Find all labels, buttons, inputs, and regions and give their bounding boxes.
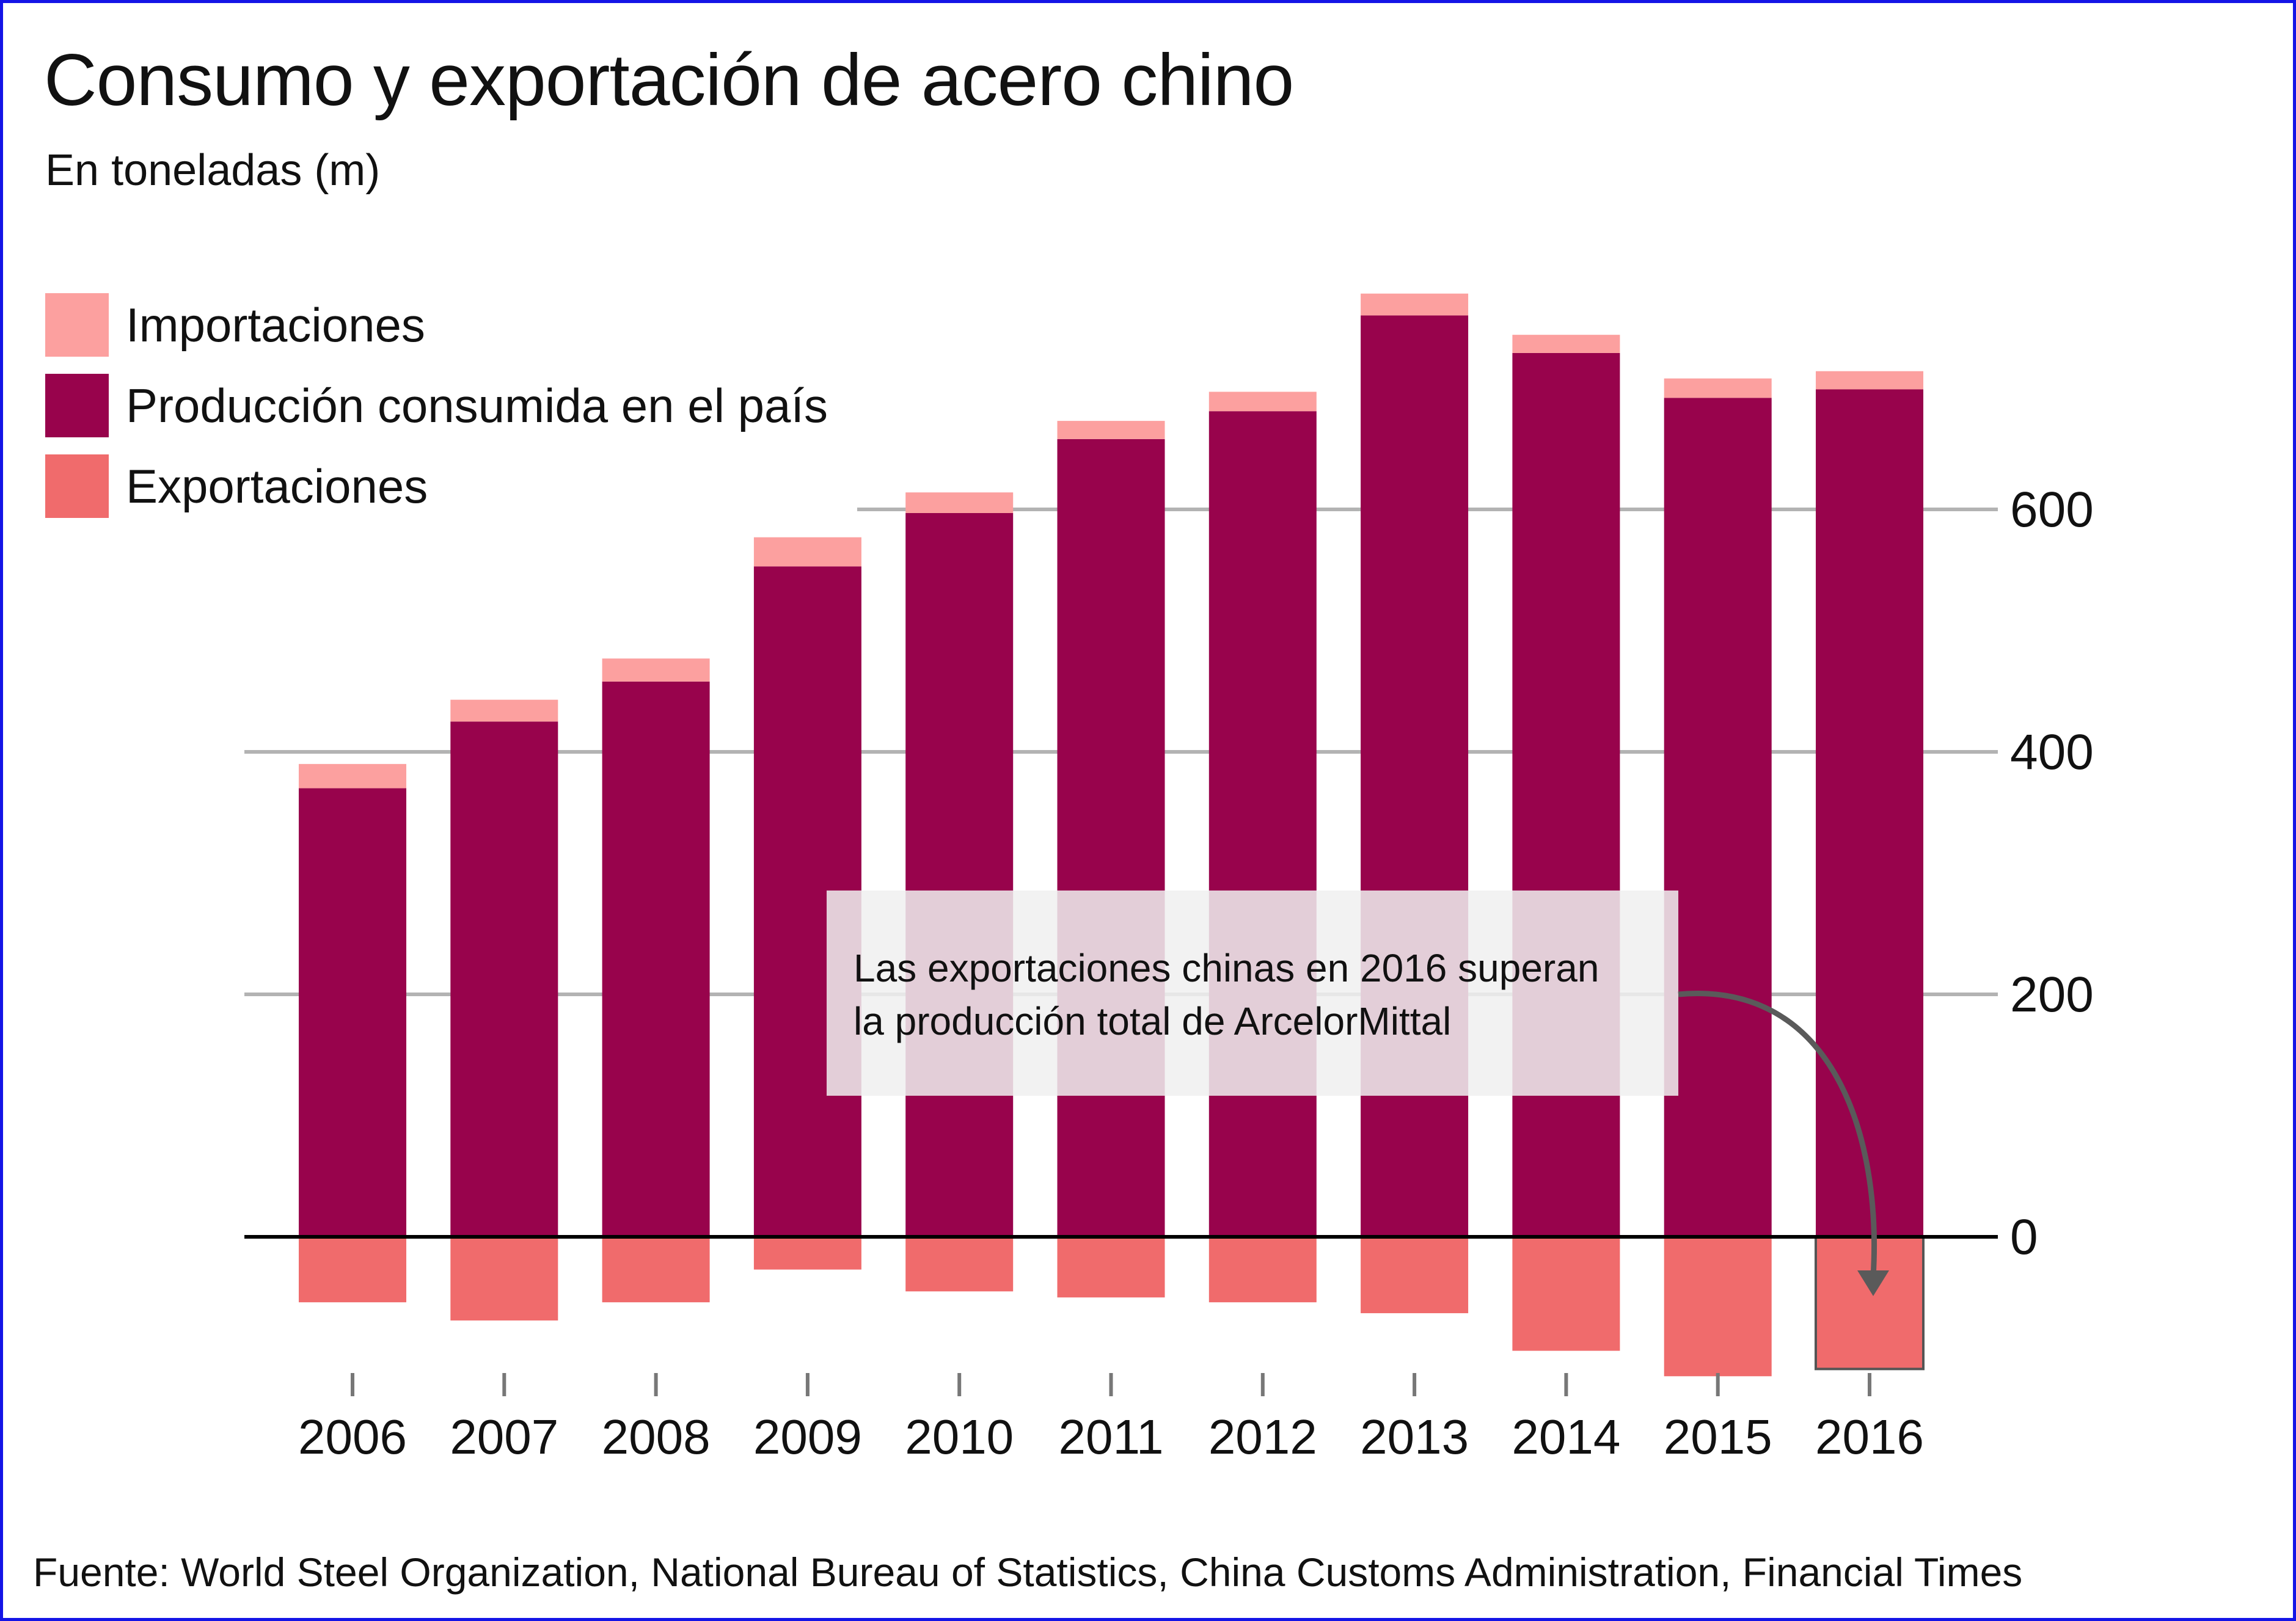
bar-importaciones-2013 [1361, 293, 1469, 316]
bar-importaciones-2015 [1664, 378, 1772, 398]
bar-importaciones-2007 [450, 699, 558, 722]
bar-produccion-2008 [602, 681, 710, 1237]
bar-exportaciones-2010 [905, 1237, 1014, 1292]
annotation-arrow-head [1857, 1270, 1889, 1296]
bar-exportaciones-2006 [299, 1237, 406, 1303]
bar-importaciones-2014 [1512, 335, 1620, 353]
y-tick-label-600: 600 [2010, 482, 2094, 537]
legend-swatch-importaciones [45, 293, 109, 357]
legend-label-importaciones: Importaciones [126, 297, 425, 352]
bar-produccion-2006 [299, 788, 406, 1237]
bar-produccion-2010 [905, 512, 1014, 1237]
chart-title: Consumo y exportación de acero chino [44, 39, 1294, 121]
bar-importaciones-2010 [905, 492, 1014, 513]
y-tick-label-400: 400 [2010, 724, 2094, 780]
x-tick-label-2013: 2013 [1360, 1410, 1469, 1464]
x-tick-label-2016: 2016 [1815, 1410, 1924, 1464]
x-tick-label-2010: 2010 [905, 1410, 1014, 1464]
bar-importaciones-2006 [299, 763, 406, 789]
annotation-callout: Las exportaciones chinas en 2016 superan… [827, 891, 1678, 1096]
bar-exportaciones-2008 [602, 1237, 710, 1303]
x-tick-label-2015: 2015 [1664, 1410, 1772, 1464]
bar-produccion-2015 [1664, 398, 1772, 1237]
bar-produccion-2007 [450, 721, 558, 1237]
bar-exportaciones-2007 [450, 1237, 558, 1320]
bar-produccion-2016 [1816, 389, 1923, 1237]
bar-produccion-2011 [1057, 439, 1165, 1237]
bar-exportaciones-2015 [1664, 1237, 1772, 1377]
bar-importaciones-2016 [1816, 371, 1923, 390]
legend-item-exportaciones: Exportaciones [45, 453, 828, 519]
source-note: Fuente: World Steel Organization, Nation… [33, 1550, 2023, 1595]
x-tick-label-2012: 2012 [1208, 1410, 1317, 1464]
bar-importaciones-2011 [1057, 421, 1165, 439]
x-tick-label-2011: 2011 [1058, 1410, 1163, 1464]
x-tick-label-2014: 2014 [1512, 1410, 1620, 1464]
bar-produccion-2012 [1208, 411, 1317, 1237]
bar-importaciones-2009 [753, 537, 861, 567]
x-tick-label-2006: 2006 [298, 1410, 407, 1464]
y-tick-label-200: 200 [2010, 967, 2094, 1022]
bar-importaciones-2008 [602, 658, 710, 682]
bar-exportaciones-2011 [1057, 1237, 1165, 1298]
chart-subtitle: En toneladas (m) [45, 146, 381, 195]
bar-exportaciones-2014 [1512, 1237, 1620, 1351]
legend: Importaciones Producción consumida en el… [45, 292, 828, 534]
bar-exportaciones-2009 [753, 1237, 861, 1270]
bar-importaciones-2012 [1208, 392, 1317, 412]
y-tick-label-0: 0 [2010, 1209, 2038, 1265]
legend-label-produccion: Producción consumida en el país [126, 378, 828, 432]
bar-exportaciones-2013 [1361, 1237, 1469, 1314]
bar-exportaciones-2012 [1208, 1237, 1317, 1303]
x-tick-label-2007: 2007 [450, 1410, 558, 1464]
x-tick-label-2009: 2009 [753, 1410, 862, 1464]
legend-swatch-exportaciones [45, 454, 109, 518]
annotation-arrow-line [1678, 991, 1877, 1277]
legend-item-produccion: Producción consumida en el país [45, 373, 828, 439]
x-tick-label-2008: 2008 [602, 1410, 711, 1464]
legend-label-exportaciones: Exportaciones [126, 459, 428, 513]
bar-exportaciones-2016 [1815, 1236, 1925, 1371]
annotation-line-1: Las exportaciones chinas en 2016 superan [854, 946, 1600, 990]
legend-item-importaciones: Importaciones [45, 292, 828, 358]
legend-swatch-produccion [45, 374, 109, 437]
annotation-line-2: la producción total de ArcelorMittal [854, 999, 1452, 1043]
